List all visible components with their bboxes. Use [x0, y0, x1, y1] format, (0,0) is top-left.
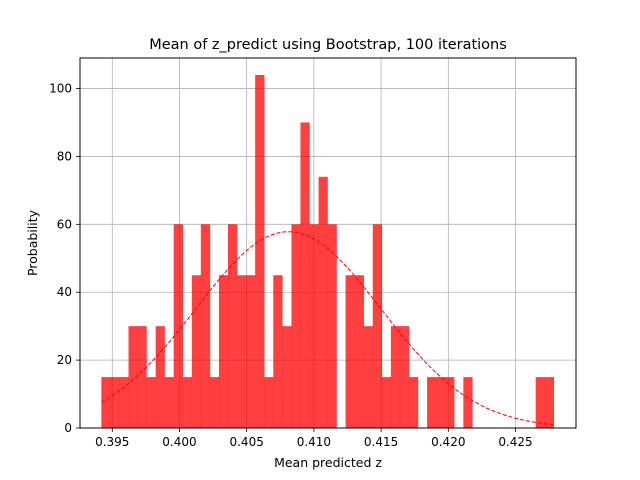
- histogram-bar: [110, 377, 120, 428]
- histogram-bar: [535, 377, 545, 428]
- histogram-bar: [436, 377, 446, 428]
- histogram-bar: [354, 275, 364, 428]
- histogram-bar: [227, 224, 238, 428]
- histogram-bar: [264, 377, 274, 428]
- x-axis-label: Mean predicted z: [274, 455, 382, 470]
- histogram-bar: [409, 377, 419, 428]
- fit-curve-line: [101, 231, 554, 426]
- histogram-bar: [173, 224, 184, 428]
- histogram-bar: [273, 275, 283, 428]
- x-tick-label: 0.420: [431, 435, 465, 449]
- x-axis-ticks: 0.395 0.400 0.405 0.410 0.415 0.420 0.425: [95, 428, 533, 449]
- histogram-bar: [463, 377, 473, 428]
- y-tick-label: 60: [57, 217, 72, 231]
- histogram-bar: [146, 377, 156, 428]
- chart-title: Mean of z_predict using Bootstrap, 100 i…: [149, 37, 507, 53]
- histogram-bar: [209, 377, 220, 428]
- histogram-bar: [309, 224, 319, 428]
- histogram-bar: [390, 326, 401, 428]
- histogram-bar: [282, 326, 292, 428]
- histogram-bar: [246, 275, 256, 428]
- x-tick-label: 0.400: [162, 435, 196, 449]
- x-tick-label: 0.410: [297, 435, 331, 449]
- histogram-bar: [372, 224, 383, 428]
- x-tick-label: 0.405: [229, 435, 263, 449]
- histogram-bar: [237, 275, 247, 428]
- histogram-bar: [363, 326, 373, 428]
- histogram-bar: [101, 377, 111, 428]
- histogram-bar: [255, 74, 265, 429]
- histogram-bar: [544, 377, 555, 428]
- y-axis-label: Probability: [25, 209, 40, 276]
- histogram-bar: [381, 377, 392, 428]
- histogram-bar: [345, 275, 355, 428]
- histogram-bars: [101, 74, 555, 429]
- histogram-bar: [445, 377, 455, 428]
- histogram-bar: [218, 275, 229, 428]
- histogram-bar: [155, 326, 165, 428]
- histogram-bar: [427, 377, 437, 428]
- y-tick-label: 80: [57, 149, 72, 163]
- histogram-bar: [128, 326, 138, 428]
- histogram-bar: [182, 377, 193, 428]
- y-tick-label: 100: [49, 82, 72, 96]
- histogram-bar: [119, 377, 129, 428]
- histogram-bar: [191, 275, 202, 428]
- histogram-bar: [137, 326, 147, 428]
- x-tick-label: 0.415: [364, 435, 398, 449]
- histogram-bar: [291, 224, 301, 428]
- x-tick-label: 0.395: [95, 435, 129, 449]
- histogram-bar: [327, 224, 337, 428]
- histogram-bar: [164, 377, 174, 428]
- histogram-bar: [399, 326, 410, 428]
- x-tick-label: 0.425: [498, 435, 532, 449]
- y-axis-ticks: 0 20 40 60 80 100: [49, 82, 80, 435]
- histogram-bar: [318, 176, 328, 428]
- y-tick-label: 40: [57, 285, 72, 299]
- y-tick-label: 20: [57, 353, 72, 367]
- plot-frame: [79, 57, 577, 429]
- histogram-bar: [300, 122, 310, 428]
- histogram-bar: [200, 224, 211, 428]
- y-tick-label: 0: [64, 421, 72, 435]
